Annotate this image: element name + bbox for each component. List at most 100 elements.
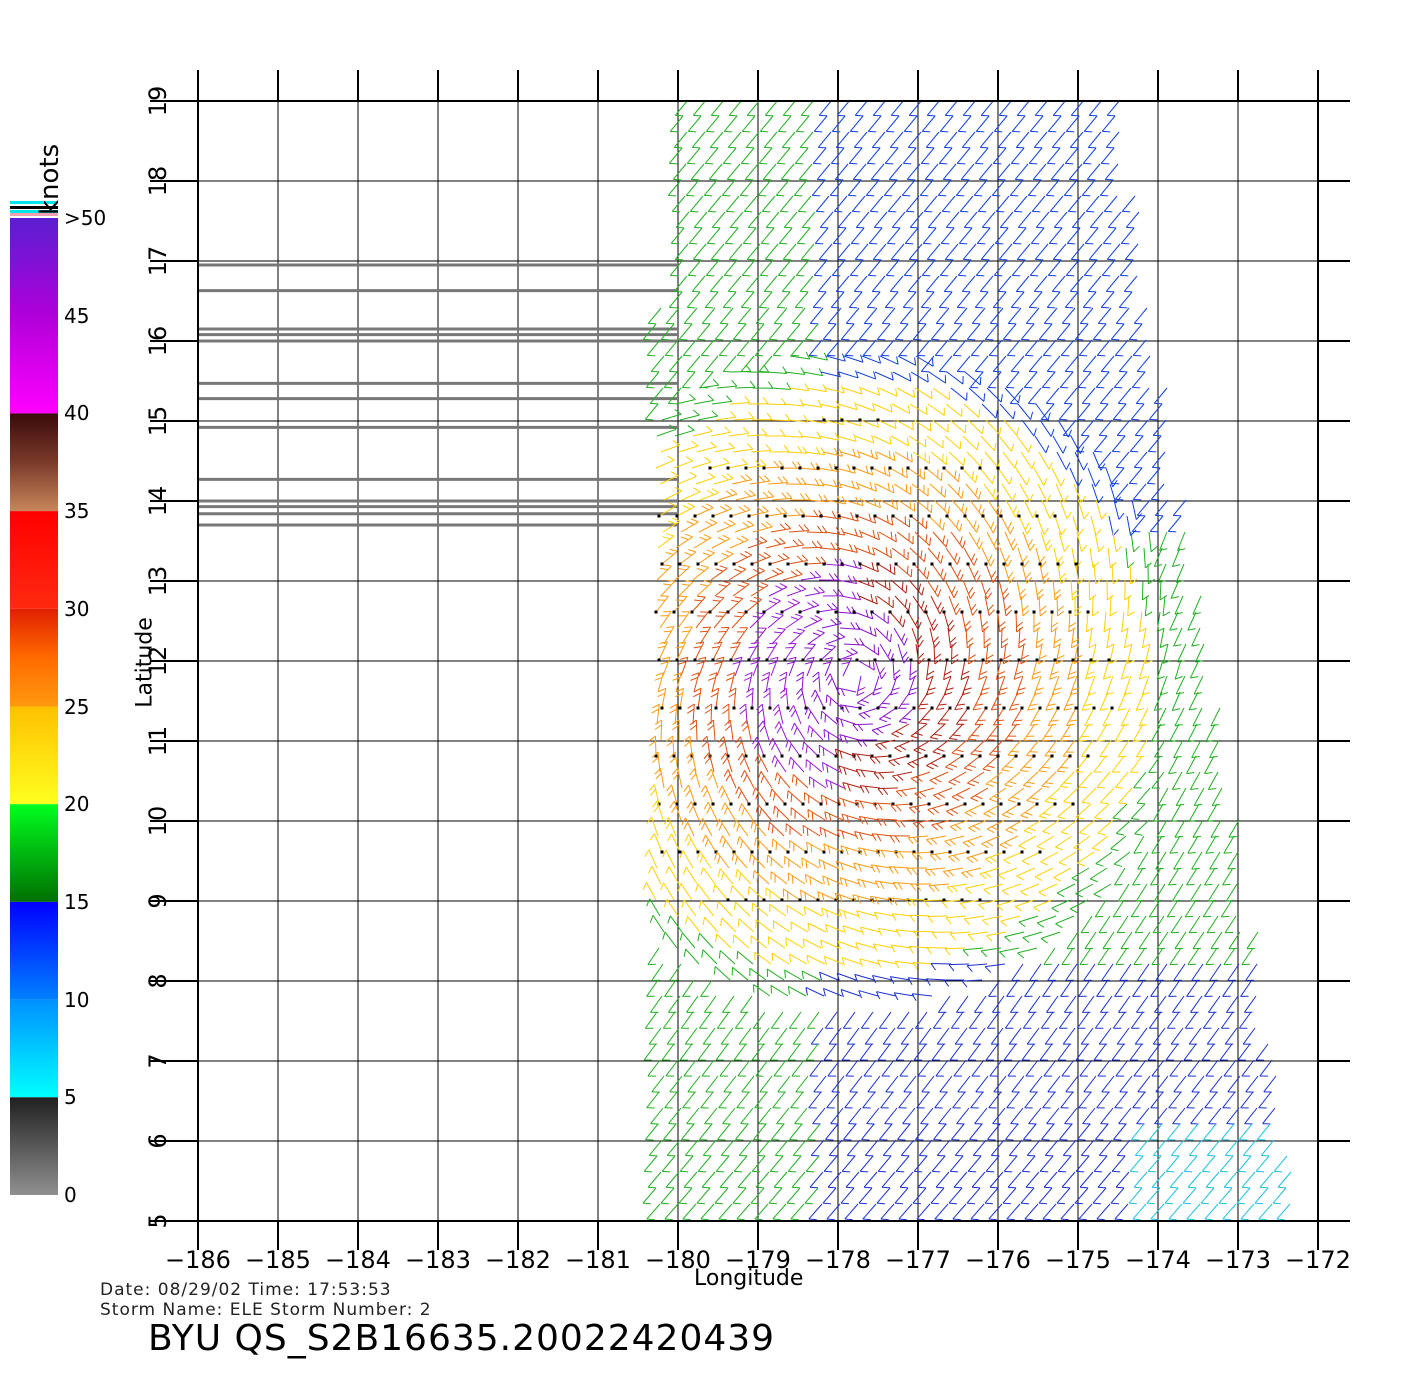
wind-barb bbox=[1129, 1043, 1143, 1061]
wind-barb bbox=[933, 499, 950, 515]
wind-barb bbox=[1009, 691, 1020, 711]
wind-barb bbox=[770, 382, 792, 390]
wind-barb bbox=[1150, 1203, 1165, 1221]
wind-barb bbox=[986, 1011, 1000, 1029]
wind-barb bbox=[736, 1203, 751, 1221]
wind-barb bbox=[813, 115, 828, 133]
wind-barb bbox=[766, 366, 788, 374]
wind-barb bbox=[718, 1203, 733, 1221]
rain-flag bbox=[1035, 802, 1039, 806]
wind-barb bbox=[1085, 195, 1100, 213]
wind-barb bbox=[843, 496, 864, 507]
wind-barb bbox=[719, 307, 734, 325]
wind-barb bbox=[792, 1027, 806, 1045]
wind-barb bbox=[822, 447, 844, 457]
wind-barb bbox=[1107, 547, 1117, 569]
wind-barb bbox=[945, 755, 963, 771]
rain-flag bbox=[750, 706, 754, 710]
wind-barb bbox=[784, 367, 806, 376]
wind-barb bbox=[1174, 595, 1184, 615]
wind-barb bbox=[714, 851, 730, 869]
colorbar-label: 10 bbox=[64, 987, 90, 1012]
wind-barb bbox=[733, 901, 751, 917]
wind-barb bbox=[1115, 819, 1132, 836]
longitude-tick-label: −172 bbox=[1285, 1246, 1351, 1274]
wind-barb bbox=[822, 875, 842, 886]
wind-barb bbox=[789, 1123, 803, 1141]
rain-flag bbox=[966, 562, 970, 566]
wind-barb bbox=[817, 275, 832, 293]
wind-barb bbox=[989, 739, 1004, 757]
wind-barb bbox=[1074, 595, 1082, 617]
rain-flag bbox=[924, 754, 928, 758]
wind-barb bbox=[849, 115, 864, 133]
wind-barb bbox=[819, 971, 839, 981]
wind-barb bbox=[1075, 803, 1092, 820]
latitude-tick-label: 8 bbox=[144, 973, 172, 989]
wind-barb bbox=[838, 370, 859, 379]
wind-barb bbox=[1114, 867, 1126, 886]
rain-flag bbox=[963, 514, 967, 518]
wind-barb bbox=[838, 765, 859, 776]
rain-flag bbox=[1017, 802, 1021, 806]
wind-barb bbox=[687, 115, 702, 133]
wind-barb bbox=[1114, 771, 1129, 789]
wind-barb bbox=[684, 916, 701, 933]
wind-barb bbox=[895, 419, 914, 431]
wind-barb bbox=[686, 355, 701, 373]
wind-barb bbox=[935, 1059, 949, 1077]
wind-barb bbox=[754, 951, 772, 965]
rain-flag bbox=[945, 514, 949, 518]
wind-barb bbox=[1033, 899, 1053, 913]
wind-barb bbox=[1098, 1027, 1112, 1045]
wind-barb bbox=[666, 1139, 681, 1157]
wind-barb bbox=[979, 131, 994, 149]
wind-barb bbox=[899, 307, 914, 325]
wind-barb bbox=[1255, 1155, 1270, 1173]
wind-barb bbox=[821, 907, 841, 918]
wind-barb bbox=[752, 521, 773, 533]
wind-barb bbox=[1277, 1171, 1292, 1189]
wind-barb bbox=[874, 514, 894, 526]
wind-barb bbox=[1156, 611, 1165, 633]
wind-barb bbox=[841, 418, 862, 427]
wind-barb bbox=[1226, 1107, 1240, 1125]
wind-barb bbox=[1029, 963, 1042, 982]
rain-flag bbox=[1086, 610, 1090, 614]
rain-flag bbox=[693, 514, 697, 518]
wind-barb bbox=[680, 518, 699, 533]
wind-barb bbox=[1228, 931, 1241, 950]
wind-barb bbox=[1036, 915, 1057, 928]
wind-barb bbox=[1071, 867, 1090, 882]
wind-barb bbox=[929, 771, 949, 785]
wind-barb bbox=[996, 899, 1017, 911]
wind-barb bbox=[893, 483, 912, 495]
wind-barb bbox=[1109, 483, 1122, 504]
wind-barb bbox=[999, 403, 1016, 420]
wind-barb bbox=[786, 323, 801, 341]
wind-barb bbox=[749, 853, 766, 869]
wind-barb bbox=[1086, 163, 1101, 181]
wind-barb bbox=[884, 291, 899, 309]
wind-barb bbox=[848, 291, 863, 309]
wind-barb bbox=[1121, 195, 1136, 213]
wind-barb bbox=[1061, 1171, 1076, 1189]
wind-barb bbox=[1062, 739, 1076, 757]
wind-barb bbox=[1046, 147, 1061, 165]
rain-flag bbox=[1017, 658, 1021, 662]
wind-barb bbox=[1057, 1043, 1071, 1061]
wind-barb bbox=[1025, 307, 1040, 325]
wind-barb bbox=[1136, 355, 1151, 373]
wind-barb bbox=[1169, 1059, 1183, 1077]
wind-barb bbox=[927, 547, 944, 564]
wind-barb bbox=[949, 419, 967, 434]
rain-flag bbox=[906, 466, 910, 470]
wind-barb bbox=[683, 784, 696, 805]
wind-barb bbox=[1166, 899, 1179, 918]
wind-barb bbox=[1097, 1059, 1111, 1077]
wind-barb bbox=[872, 975, 893, 984]
wind-barb bbox=[671, 768, 683, 789]
rain-flag bbox=[696, 562, 700, 566]
wind-barb bbox=[718, 1091, 732, 1109]
